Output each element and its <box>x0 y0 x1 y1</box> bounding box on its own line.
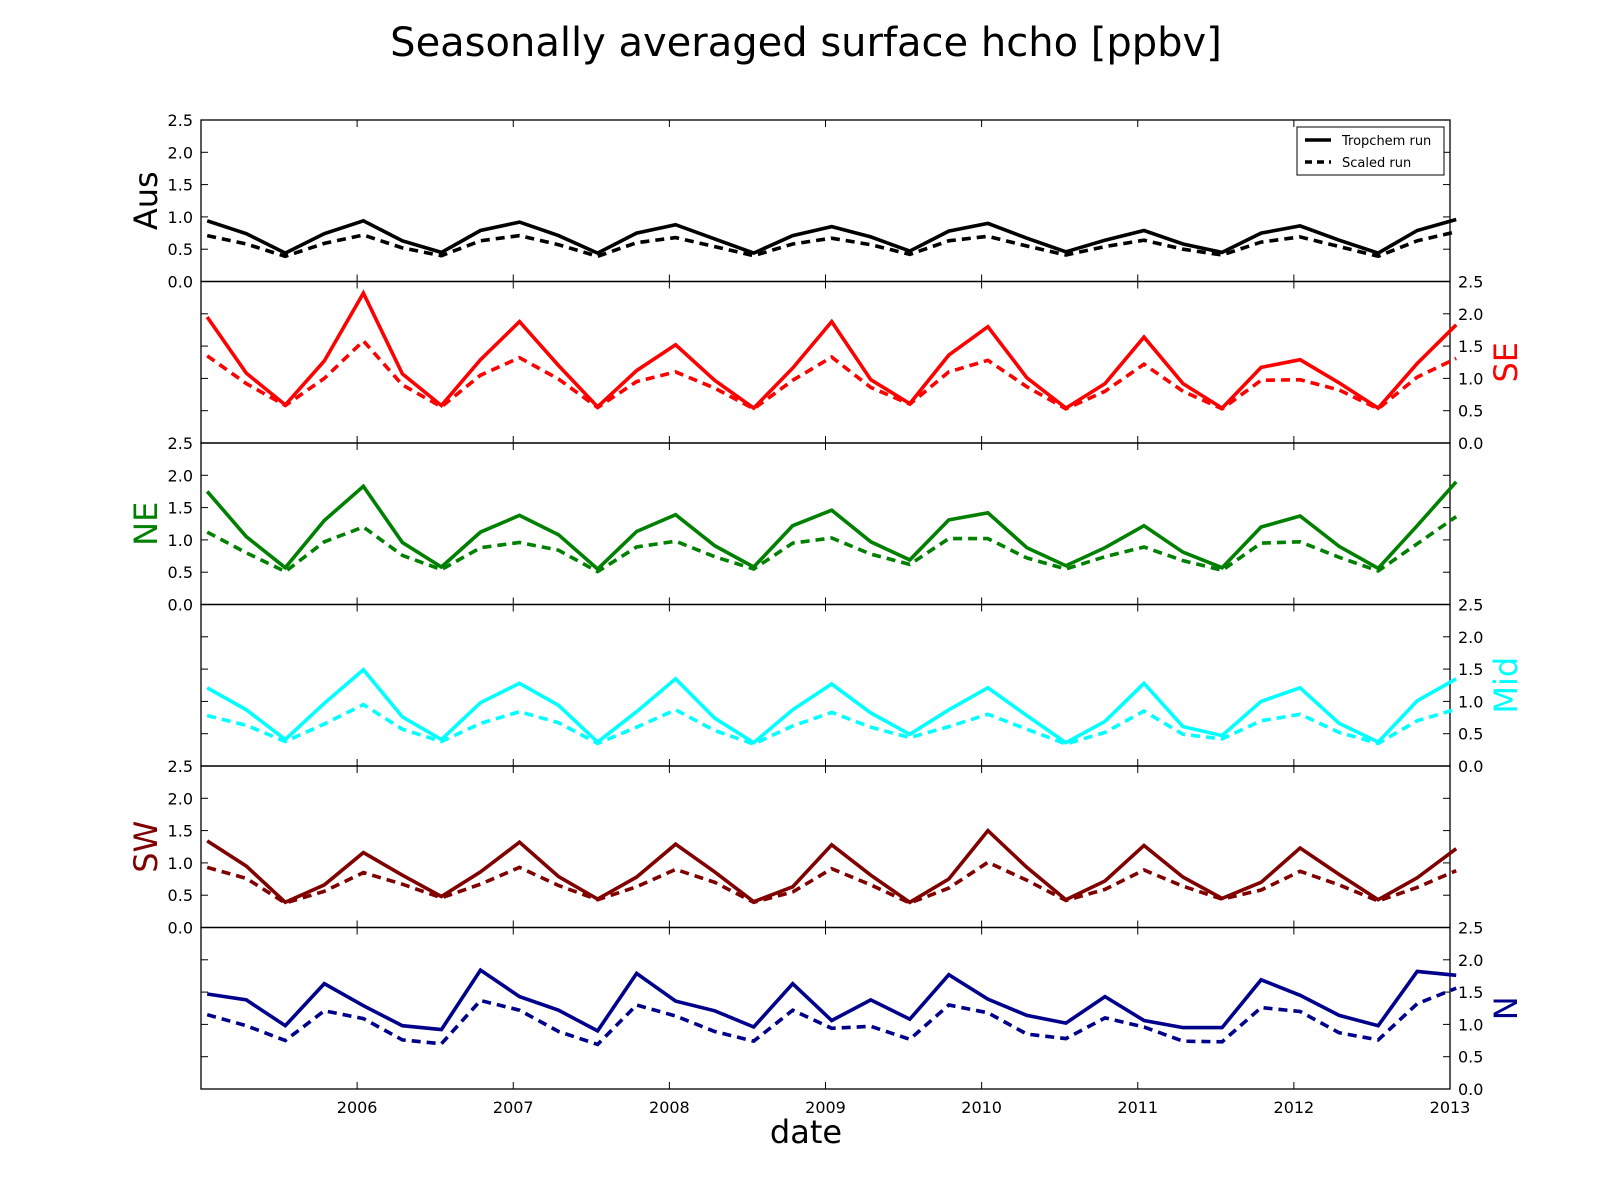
y-tick-label: 0.5 <box>1458 725 1483 744</box>
series-line-se-tropchem <box>205 289 1458 411</box>
x-tick-label: 2007 <box>493 1098 534 1117</box>
legend: Tropchem run Scaled run <box>1296 126 1445 176</box>
y-tick-label: 2.0 <box>168 466 193 485</box>
panel-label-ne: NE <box>127 502 165 546</box>
y-tick-label: 2.0 <box>1458 951 1483 970</box>
panel-aus: 0.0 0.5 1.0 1.5 2.0 2.5 Aus <box>127 111 1457 292</box>
panel-frame <box>200 765 1451 929</box>
panel-label-se: SE <box>1487 342 1525 383</box>
x-tick-label: 2013 <box>1430 1098 1471 1117</box>
panel-label-sw: SW <box>127 821 165 873</box>
legend-box <box>1296 126 1445 176</box>
y-tick-label: 0.5 <box>1458 1048 1483 1067</box>
y-tick-label: 1.0 <box>168 208 193 227</box>
series-line-aus-scaled <box>206 230 1457 259</box>
panel-frame <box>200 119 1451 283</box>
y-tick-label: 0.5 <box>1458 402 1483 421</box>
y-tick-label: 2.5 <box>168 111 193 130</box>
legend-label: Scaled run <box>1342 156 1411 171</box>
series-line-sw-scaled <box>206 860 1457 905</box>
panel-label-n: N <box>1487 996 1525 1020</box>
y-tick-label: 2.5 <box>168 757 193 776</box>
y-tick-label: 2.0 <box>168 143 193 162</box>
y-tick-label: 1.5 <box>1458 983 1483 1002</box>
y-tick-label: 1.0 <box>168 854 193 873</box>
panel-mid: 0.0 0.5 1.0 1.5 2.0 2.5 Mid <box>200 596 1525 776</box>
panel-n: 0.0 0.5 1.0 1.5 2.0 2.5 N <box>200 919 1525 1099</box>
y-tick-label: 2.5 <box>1458 596 1483 615</box>
y-tick-label: 0.5 <box>168 240 193 259</box>
y-tick-label: 0.0 <box>168 919 193 938</box>
x-tick-label: 2010 <box>961 1098 1002 1117</box>
y-tick-label: 2.5 <box>168 434 193 453</box>
panels-group: 0.0 0.5 1.0 1.5 2.0 2.5 Aus 0.0 0.5 1.0 1.5 2.0 2.5 S… <box>127 111 1525 1099</box>
legend-label: Tropchem run <box>1341 134 1431 149</box>
y-tick-label: 0.0 <box>1458 757 1483 776</box>
y-tick-label: 0.0 <box>1458 1080 1483 1099</box>
series-line-n-scaled <box>206 986 1457 1047</box>
panel-sw: 0.0 0.5 1.0 1.5 2.0 2.5 SW <box>127 757 1458 938</box>
y-tick-label: 2.5 <box>1458 919 1483 938</box>
y-tick-label: 2.0 <box>168 789 193 808</box>
y-tick-label: 1.0 <box>168 531 193 550</box>
y-tick-label: 2.0 <box>1458 628 1483 647</box>
y-tick-label: 0.5 <box>168 563 193 582</box>
chart-title: Seasonally averaged surface hcho [ppbv] <box>390 20 1222 66</box>
y-tick-label: 0.0 <box>1458 434 1483 453</box>
series-line-aus-tropchem <box>206 217 1457 256</box>
panel-frame <box>200 926 1451 1090</box>
y-tick-label: 2.0 <box>1458 305 1483 324</box>
series-line-ne-scaled <box>206 515 1458 574</box>
y-tick-label: 1.0 <box>1458 369 1483 388</box>
series-line-mid-tropchem <box>206 667 1458 745</box>
series-line-sw-tropchem <box>206 827 1458 905</box>
y-tick-label: 0.0 <box>168 273 193 292</box>
panel-label-mid: Mid <box>1487 657 1525 714</box>
panel-frame <box>200 603 1451 767</box>
y-tick-label: 0.0 <box>168 596 193 615</box>
y-tick-label: 1.5 <box>168 822 193 841</box>
x-tick-label: 2012 <box>1274 1098 1315 1117</box>
panel-label-aus: Aus <box>127 171 165 230</box>
series-line-ne-tropchem <box>205 480 1458 572</box>
x-axis-label: date <box>770 1113 842 1151</box>
series-line-n-tropchem <box>206 967 1457 1034</box>
panel-se: 0.0 0.5 1.0 1.5 2.0 2.5 SE <box>200 273 1525 453</box>
x-tick-label: 2009 <box>805 1098 846 1117</box>
y-tick-label: 0.5 <box>168 886 193 905</box>
x-tick-labels: 2006 2007 2008 2009 2010 2011 2012 2013 <box>337 1098 1471 1117</box>
y-tick-label: 1.5 <box>1458 337 1483 356</box>
x-tick-label: 2011 <box>1117 1098 1158 1117</box>
x-tick-label: 2008 <box>649 1098 690 1117</box>
y-tick-label: 2.5 <box>1458 273 1483 292</box>
panel-ne: 0.0 0.5 1.0 1.5 2.0 2.5 NE <box>127 434 1458 615</box>
y-tick-label: 1.0 <box>1458 1015 1483 1034</box>
series-line-mid-scaled <box>206 702 1457 746</box>
y-tick-label: 1.5 <box>1458 660 1483 679</box>
x-tick-label: 2006 <box>337 1098 378 1117</box>
y-tick-label: 1.5 <box>168 499 193 518</box>
y-tick-label: 1.0 <box>1458 692 1483 711</box>
y-tick-label: 1.5 <box>168 176 193 195</box>
series-line-se-scaled <box>206 338 1457 411</box>
